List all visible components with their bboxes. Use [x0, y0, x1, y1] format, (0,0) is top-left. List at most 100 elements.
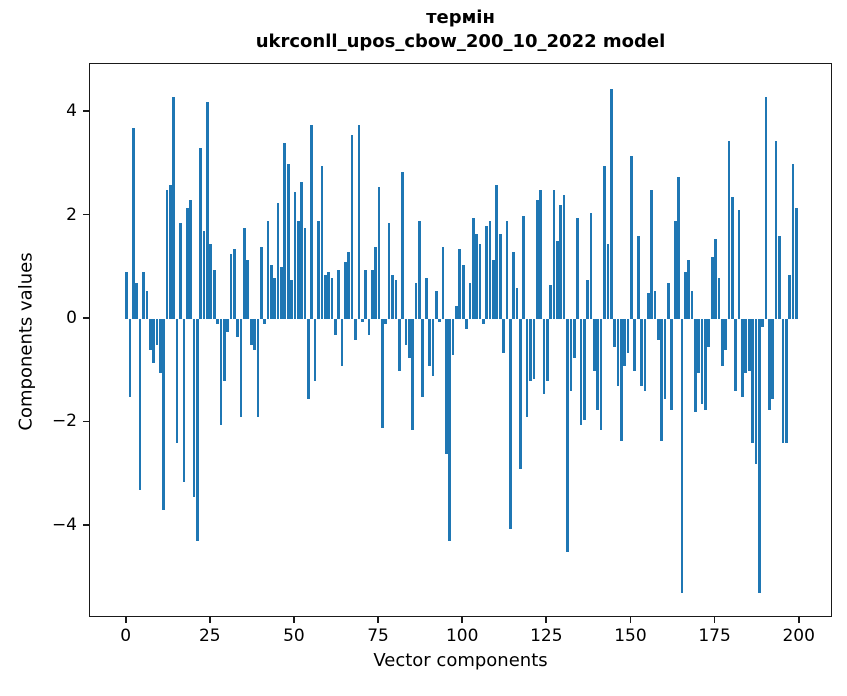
vector-component-bar — [613, 319, 616, 348]
vector-component-bar — [707, 319, 711, 348]
vector-component-bar — [229, 254, 233, 319]
vector-component-bar — [273, 277, 277, 319]
vector-component-bar — [677, 176, 680, 320]
vector-component-bar — [448, 319, 452, 542]
vector-component-bar — [586, 280, 590, 319]
vector-component-bar — [172, 96, 176, 319]
vector-component-bar — [199, 148, 203, 319]
vector-component-bar — [391, 275, 394, 319]
vector-component-bar — [206, 101, 209, 319]
vector-component-bar — [512, 251, 515, 319]
vector-component-bar — [545, 319, 549, 382]
vector-component-bar — [236, 319, 240, 338]
vector-component-bar — [670, 319, 674, 410]
vector-component-bar — [579, 319, 583, 426]
vector-component-bar — [414, 282, 418, 319]
vector-component-bar — [768, 319, 771, 410]
vector-component-bar — [330, 277, 334, 319]
vector-component-bar — [404, 319, 408, 345]
x-tick-mark — [377, 617, 379, 623]
chart-title: термін ukrconll_upos_cbow_200_10_2022 mo… — [89, 6, 832, 54]
vector-component-bar — [784, 319, 788, 444]
vector-component-bar — [704, 319, 707, 410]
vector-component-bar — [445, 319, 448, 454]
vector-component-bar — [680, 319, 684, 594]
x-tick-label: 100 — [445, 626, 479, 646]
vector-component-bar — [700, 319, 704, 405]
x-tick-mark — [713, 617, 716, 623]
vector-component-bar — [757, 319, 761, 594]
vector-component-bar — [582, 319, 586, 420]
vector-component-bar — [290, 280, 293, 319]
x-axis-label: Vector components — [373, 650, 548, 671]
vector-component-bar — [344, 262, 347, 319]
vector-component-bar — [431, 319, 435, 376]
x-tick-mark — [208, 617, 211, 623]
vector-component-bar — [727, 140, 731, 319]
vector-component-bar — [327, 272, 330, 319]
vector-component-bar — [720, 319, 724, 366]
vector-component-bar — [593, 319, 596, 371]
vector-component-bar — [663, 319, 667, 400]
vector-component-bar — [599, 319, 603, 431]
vector-component-bar — [539, 189, 542, 319]
vector-component-bar — [609, 88, 613, 319]
vector-component-bar — [283, 143, 287, 319]
vector-component-bar — [165, 189, 169, 319]
vector-component-bar — [226, 319, 229, 332]
vector-component-bar — [657, 319, 660, 340]
vector-component-bar — [522, 215, 526, 319]
vector-component-bar — [162, 319, 166, 511]
vector-component-bar — [461, 264, 465, 319]
vector-component-bar — [559, 205, 563, 319]
vector-component-bar — [673, 220, 677, 319]
vector-component-bar — [270, 264, 273, 319]
vector-component-bar — [714, 238, 717, 319]
vector-component-bar — [263, 319, 266, 325]
vector-component-bar — [374, 246, 378, 319]
vector-component-bar — [381, 319, 384, 428]
vector-component-bar — [606, 244, 610, 319]
vector-component-bar — [152, 319, 155, 363]
vector-component-bar — [485, 225, 489, 319]
vector-component-bar — [195, 319, 199, 542]
vector-component-bar — [794, 207, 798, 319]
vector-component-bar — [239, 319, 243, 418]
vector-component-bar — [683, 272, 687, 319]
vector-component-bar — [754, 319, 758, 464]
vector-component-bar — [690, 290, 694, 319]
vector-component-bar — [407, 319, 411, 358]
x-tick-label: 75 — [367, 626, 389, 646]
vector-component-bar — [179, 223, 182, 319]
vector-component-bar — [320, 166, 324, 319]
x-tick-label: 0 — [120, 626, 132, 646]
vector-component-bar — [424, 277, 428, 319]
x-tick-mark — [797, 617, 800, 623]
vector-component-bar — [182, 319, 186, 482]
vector-component-bar — [737, 210, 741, 319]
x-tick-label: 150 — [614, 626, 647, 646]
y-tick-label: 4 — [66, 101, 77, 122]
x-tick-label: 25 — [198, 626, 221, 646]
x-tick-label: 125 — [530, 626, 563, 646]
vector-component-bar — [778, 236, 781, 319]
vector-component-bar — [175, 319, 179, 444]
vector-component-bar — [502, 319, 505, 353]
vector-component-bar — [694, 319, 697, 413]
vector-component-bar — [465, 319, 468, 330]
x-tick-mark — [124, 617, 127, 623]
vector-component-bar — [434, 290, 438, 319]
vector-component-bar — [529, 319, 532, 382]
vector-component-bar — [788, 275, 791, 319]
vector-component-bar — [640, 319, 643, 387]
vector-component-bar — [249, 319, 253, 345]
vector-component-bar — [189, 200, 192, 319]
vector-component-bar — [142, 272, 145, 319]
vector-component-bar — [603, 166, 606, 319]
vector-component-bar — [337, 269, 341, 319]
vector-component-bar — [781, 319, 785, 444]
vector-component-bar — [542, 319, 546, 395]
y-tick-label: −4 — [51, 514, 77, 535]
vector-component-bar — [569, 319, 573, 392]
vector-component-bar — [552, 189, 556, 319]
